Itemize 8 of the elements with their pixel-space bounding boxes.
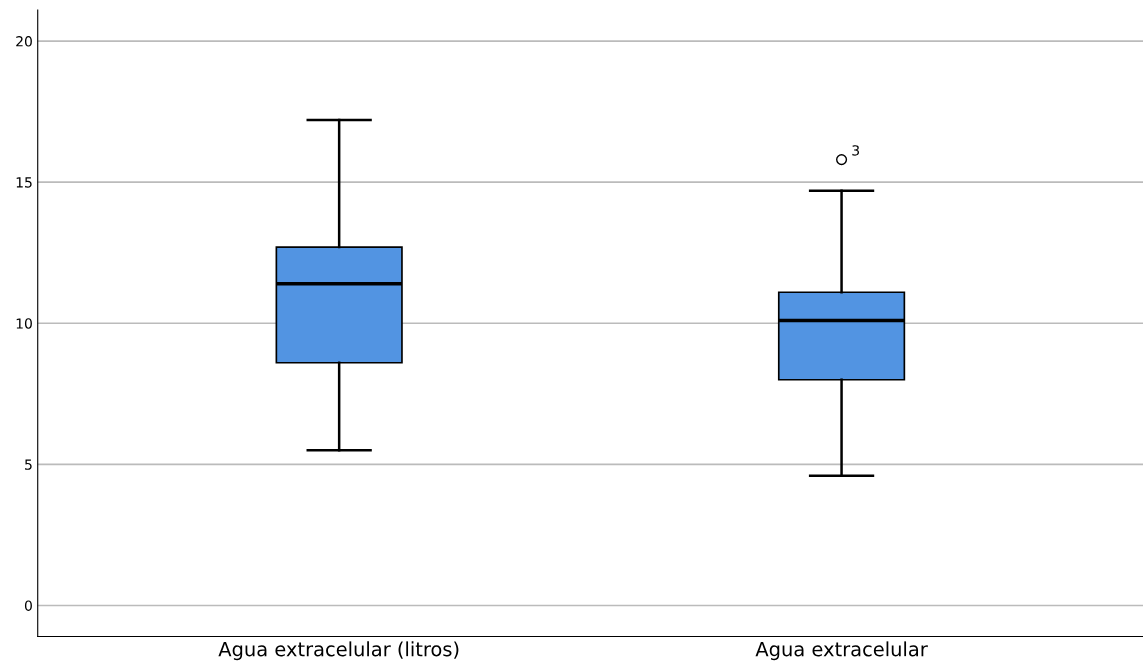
y-tick-label: 0 — [24, 600, 32, 611]
y-tick-label: 10 — [16, 318, 32, 329]
y-tick-label: 20 — [16, 36, 32, 47]
x-tick-label: Agua extracelular — [755, 641, 928, 661]
x-tick-label: Agua extracelular (litros) — [218, 641, 459, 661]
y-tick-label: 5 — [25, 459, 32, 470]
y-tick-label: 15 — [16, 177, 32, 188]
annotation: 3 — [852, 145, 860, 156]
